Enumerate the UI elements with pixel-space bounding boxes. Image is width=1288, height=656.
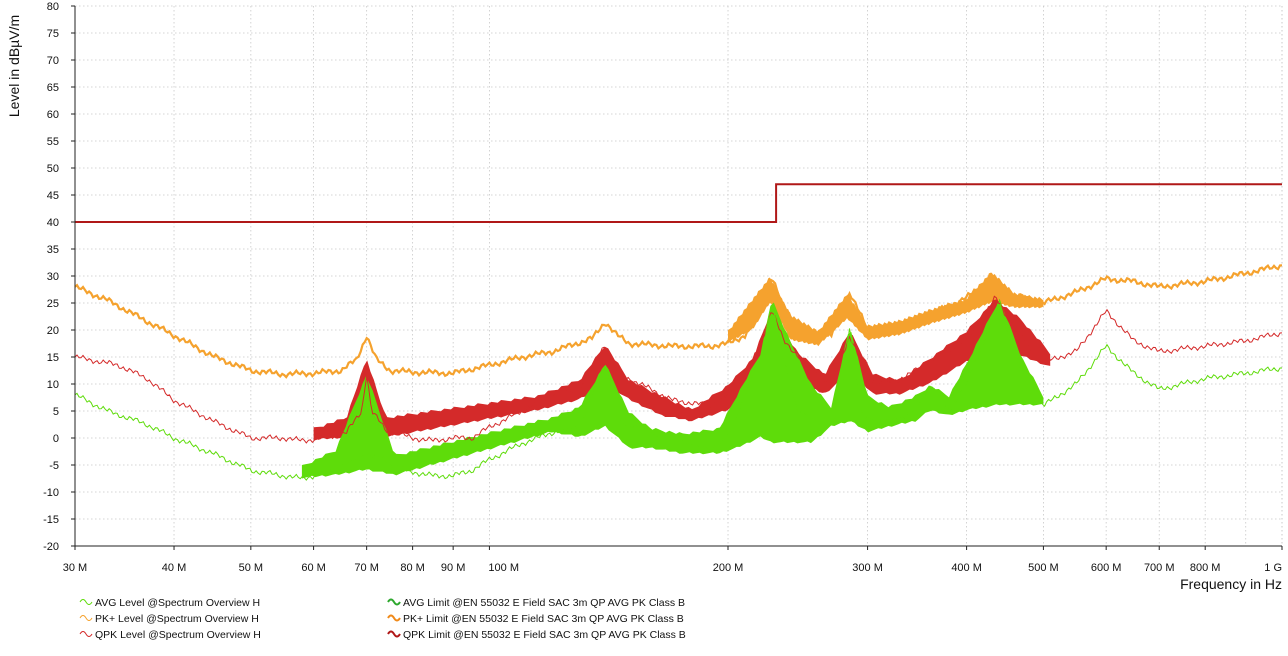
- y-axis-title: Level in dBµV/m: [6, 15, 22, 117]
- x-tick-label: 1 G: [1264, 562, 1282, 574]
- y-tick-label: 70: [47, 55, 59, 67]
- y-tick-label: 15: [47, 352, 59, 364]
- legend-entry: AVG Level @Spectrum Overview H: [95, 597, 260, 609]
- y-tick-label: -20: [43, 541, 59, 553]
- y-tick-label: 50: [47, 163, 59, 175]
- y-tick-label: 20: [47, 325, 59, 337]
- x-tick-label: 30 M: [63, 562, 87, 574]
- legend-swatch: [79, 615, 93, 621]
- x-tick-label: 700 M: [1144, 562, 1175, 574]
- y-tick-label: -15: [43, 514, 59, 526]
- x-tick-label: 40 M: [162, 562, 186, 574]
- y-tick-label: 65: [47, 82, 59, 94]
- y-tick-labels: -20 -15 -10 -5 0 5 10 15 20 25 30 35 40 45 50 55 60 65 70 7…: [43, 1, 75, 553]
- y-tick-label: -5: [49, 460, 59, 472]
- x-tick-label: 100 M: [488, 562, 519, 574]
- x-tick-label: 500 M: [1028, 562, 1059, 574]
- legend-swatch: [79, 599, 93, 605]
- legend-entry: QPK Limit @EN 55032 E Field SAC 3m QP AV…: [403, 629, 686, 641]
- x-tick-label: 50 M: [239, 562, 263, 574]
- x-tick-label: 800 M: [1190, 562, 1221, 574]
- x-tick-label: 400 M: [951, 562, 982, 574]
- envelope-band: [313, 299, 1051, 441]
- y-tick-label: 10: [47, 379, 59, 391]
- legend-swatch: [79, 631, 93, 637]
- level-line: [74, 303, 1282, 481]
- x-tick-label: 200 M: [713, 562, 744, 574]
- x-tick-label: 300 M: [852, 562, 883, 574]
- y-tick-label: 80: [47, 1, 59, 13]
- x-tick-label: 600 M: [1091, 562, 1122, 574]
- y-tick-label: 60: [47, 109, 59, 121]
- legend-entry: PK+ Level @Spectrum Overview H: [95, 613, 259, 625]
- legend-entry: AVG Limit @EN 55032 E Field SAC 3m QP AV…: [403, 597, 685, 609]
- x-tick-label: 90 M: [441, 562, 465, 574]
- y-tick-label: 30: [47, 271, 59, 283]
- x-tick-label: 80 M: [400, 562, 424, 574]
- level-line: [74, 263, 1283, 379]
- legend-swatch: [387, 598, 401, 606]
- y-tick-label: 0: [53, 433, 59, 445]
- y-tick-label: 75: [47, 28, 59, 40]
- legend-entry: PK+ Limit @EN 55032 E Field SAC 3m QP AV…: [403, 613, 684, 625]
- y-tick-label: 5: [53, 406, 59, 418]
- y-tick-label: 25: [47, 298, 59, 310]
- legend-entry: QPK Level @Spectrum Overview H: [95, 629, 261, 641]
- x-tick-label: 70 M: [354, 562, 378, 574]
- x-tick-label: 60 M: [301, 562, 325, 574]
- y-tick-label: 35: [47, 244, 59, 256]
- legend-swatch: [387, 630, 401, 638]
- x-axis-title: Frequency in Hz: [1180, 576, 1282, 592]
- y-tick-label: 45: [47, 190, 59, 202]
- limit-line: [75, 183, 1282, 223]
- y-tick-label: -10: [43, 487, 59, 499]
- series-lines: [74, 183, 1283, 481]
- legend-swatch: [387, 614, 401, 622]
- y-tick-label: 55: [47, 136, 59, 148]
- x-tick-labels: 30 M 40 M 50 M 60 M 70 M 80 M 90 M 100 M 200 M 30…: [63, 546, 1283, 574]
- y-tick-label: 40: [47, 217, 59, 229]
- grid: [74, 5, 1283, 547]
- envelopes: [301, 272, 1051, 479]
- legend: AVG Level @Spectrum Overview H PK+ Level …: [79, 597, 686, 641]
- level-line: [74, 295, 1283, 444]
- envelope-band: [301, 298, 1044, 479]
